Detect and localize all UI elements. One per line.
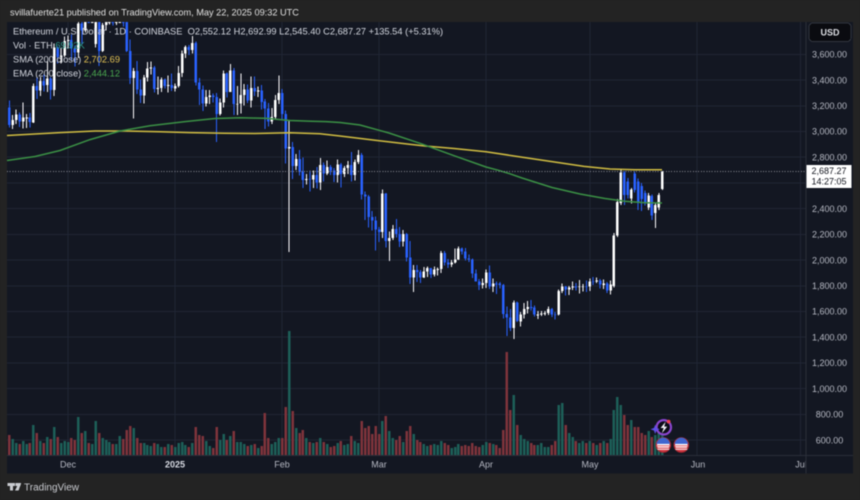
svg-text:2,800.00: 2,800.00 — [812, 152, 847, 162]
svg-text:1,600.00: 1,600.00 — [812, 307, 847, 317]
svg-text:Apr: Apr — [479, 459, 493, 469]
svg-text:800.00: 800.00 — [816, 410, 844, 420]
svg-text:1,200.00: 1,200.00 — [812, 358, 847, 368]
svg-text:Jun: Jun — [691, 459, 706, 469]
svg-text:1,800.00: 1,800.00 — [812, 281, 847, 291]
svg-text:TradingView: TradingView — [24, 483, 80, 494]
svg-text:1,400.00: 1,400.00 — [812, 332, 847, 342]
svg-text:Mar: Mar — [371, 459, 387, 469]
svg-text:Vol · ETH 69.92K: Vol · ETH 69.92K — [13, 41, 86, 51]
svg-text:Jul: Jul — [795, 459, 807, 469]
svg-text:svillafuerte21 published on Tr: svillafuerte21 published on TradingView.… — [10, 8, 299, 18]
svg-text:Dec: Dec — [60, 459, 77, 469]
svg-text:SMA (200 close) 2,702.69: SMA (200 close) 2,702.69 — [13, 55, 120, 65]
svg-text:2025: 2025 — [165, 459, 185, 469]
svg-text:2,400.00: 2,400.00 — [812, 204, 847, 214]
svg-text:2,200.00: 2,200.00 — [812, 230, 847, 240]
svg-text:1,000.00: 1,000.00 — [812, 384, 847, 394]
svg-text:Feb: Feb — [274, 459, 290, 469]
svg-text:3,600.00: 3,600.00 — [812, 50, 847, 60]
svg-text:14:27:05: 14:27:05 — [811, 177, 846, 187]
svg-text:3,000.00: 3,000.00 — [812, 127, 847, 137]
svg-text:Ethereum / U.S. Dollar · 1D ·: Ethereum / U.S. Dollar · 1D · COINBASE O… — [13, 27, 443, 37]
svg-text:2,000.00: 2,000.00 — [812, 255, 847, 265]
svg-text:3,200.00: 3,200.00 — [812, 101, 847, 111]
svg-text:600.00: 600.00 — [816, 435, 844, 445]
svg-text:May: May — [581, 459, 599, 469]
svg-text:USD: USD — [820, 27, 840, 37]
svg-text:3,400.00: 3,400.00 — [812, 75, 847, 85]
svg-text:EMA (200 close) 2,444.12: EMA (200 close) 2,444.12 — [13, 69, 120, 79]
svg-text:2,687.27: 2,687.27 — [811, 166, 846, 176]
